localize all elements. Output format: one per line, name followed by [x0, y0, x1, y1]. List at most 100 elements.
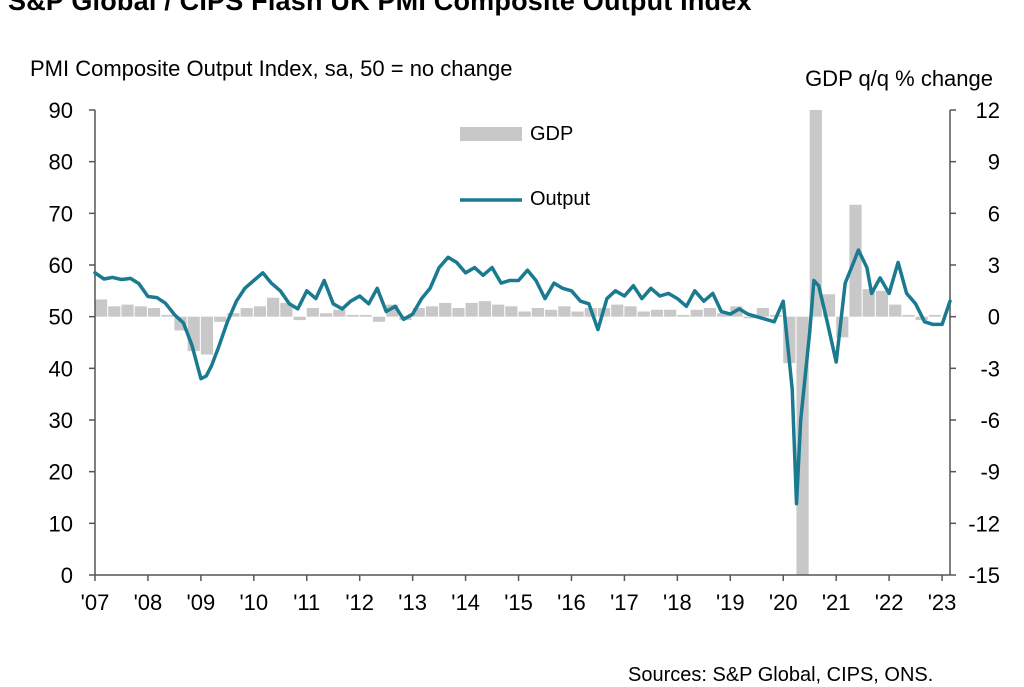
left-tick-label: 10 [49, 511, 73, 536]
x-tick-label: '20 [769, 590, 798, 615]
x-tick-label: '08 [134, 590, 163, 615]
gdp-bar [293, 316, 306, 321]
gdp-bar [465, 302, 478, 317]
gdp-bar [147, 308, 161, 317]
x-tick-label: '23 [928, 590, 957, 615]
left-axis-label: PMI Composite Output Index, sa, 50 = no … [30, 56, 512, 81]
legend-gdp-swatch [460, 127, 522, 141]
left-tick-label: 30 [49, 408, 73, 433]
gdp-bar [624, 306, 637, 317]
x-tick-label: '07 [81, 590, 110, 615]
gdp-bar [359, 314, 372, 317]
gdp-bar [108, 306, 121, 317]
output-line [93, 248, 952, 506]
right-ticks: 12 9 6 3 0 -3 -6 -9 -12 -15 [950, 98, 1000, 588]
x-tick-label: '11 [293, 590, 320, 615]
gdp-bar [875, 290, 889, 317]
x-tick-label: '14 [451, 590, 480, 615]
gdp-bar [492, 304, 505, 317]
left-tick-label: 70 [49, 201, 73, 226]
gdp-bar [372, 316, 386, 322]
left-tick-label: 0 [61, 563, 73, 588]
gdp-bar [267, 297, 280, 317]
source-note: Sources: S&P Global, CIPS, ONS. [628, 664, 934, 686]
gdp-bar [902, 314, 915, 317]
gdp-bar [703, 308, 716, 317]
gdp-bar [280, 302, 293, 317]
right-tick-label: -12 [968, 511, 1000, 536]
gdp-bar [320, 313, 333, 317]
gdp-bar [531, 308, 544, 317]
left-tick-label: 50 [49, 305, 73, 330]
gdp-bar [717, 313, 730, 317]
gdp-bar [743, 316, 756, 319]
gdp-bar [677, 314, 690, 317]
x-tick-label: '13 [398, 590, 427, 615]
gdp-bar [862, 289, 875, 317]
gdp-bar [439, 302, 452, 317]
gdp-bar [809, 110, 822, 317]
gdp-bar [889, 304, 902, 317]
right-tick-label: 9 [988, 150, 1000, 175]
gdp-bar [650, 309, 664, 317]
left-ticks: 90 80 70 60 50 40 30 20 10 0 [49, 98, 95, 588]
right-tick-label: -6 [980, 408, 1000, 433]
right-tick-label: -3 [980, 356, 1000, 381]
gdp-bar [306, 308, 319, 317]
left-tick-label: 80 [49, 150, 73, 175]
gdp-bar [253, 306, 266, 317]
gdp-bar [227, 313, 240, 317]
gdp-bar [611, 304, 624, 317]
x-tick-label: '15 [504, 590, 533, 615]
chart-title: S&P Global / CIPS Flash UK PMI Composite… [8, 0, 752, 16]
x-tick-label: '16 [557, 590, 586, 615]
x-tick-label: '19 [716, 590, 745, 615]
gdp-bar [121, 304, 134, 317]
x-tick-label: '12 [345, 590, 374, 615]
gdp-bar [518, 311, 531, 317]
gdp-bar [637, 311, 650, 317]
x-tick-label: '21 [822, 590, 851, 615]
gdp-bar [95, 299, 108, 317]
right-axis-label: GDP q/q % change [805, 66, 993, 91]
gdp-bar [928, 314, 941, 317]
left-tick-label: 20 [49, 460, 73, 485]
x-tick-label: '09 [187, 590, 216, 615]
right-tick-label: 6 [988, 201, 1000, 226]
right-tick-label: 12 [976, 98, 1000, 123]
gdp-bar [545, 309, 558, 317]
x-tick-label: '17 [610, 590, 639, 615]
x-tick-label: '22 [875, 590, 904, 615]
legend-gdp-label: GDP [530, 123, 573, 145]
right-tick-label: 0 [988, 305, 1000, 330]
gdp-bar [134, 306, 147, 317]
gdp-bar [200, 316, 214, 355]
legend: GDP Output [460, 123, 590, 210]
gdp-bar [452, 308, 465, 317]
x-tick-label: '10 [239, 590, 268, 615]
right-tick-label: -15 [968, 563, 1000, 588]
gdp-bar [333, 309, 346, 317]
gdp-bar [412, 308, 425, 317]
right-tick-label: -9 [980, 460, 1000, 485]
gdp-bar [346, 314, 359, 317]
left-tick-label: 90 [49, 98, 73, 123]
gdp-bar [240, 308, 253, 317]
left-tick-label: 60 [49, 253, 73, 278]
gdp-bar [756, 308, 769, 317]
gdp-bar [214, 316, 227, 322]
axes [94, 110, 951, 576]
gdp-bar [690, 309, 703, 317]
gdp-bar [558, 306, 571, 317]
gdp-bar [664, 309, 677, 317]
legend-output-label: Output [530, 188, 590, 210]
gdp-bar [478, 301, 491, 317]
gdp-bar [161, 314, 174, 317]
gdp-bar [425, 306, 439, 317]
left-tick-label: 40 [49, 356, 73, 381]
gdp-bar [571, 311, 584, 317]
gdp-bar [505, 306, 518, 317]
x-ticks: '07 '08 '09 '10 '11 '12 '13 '14 '15 '16 '17 '18 '19 '… [81, 575, 957, 615]
right-tick-label: 3 [988, 253, 1000, 278]
